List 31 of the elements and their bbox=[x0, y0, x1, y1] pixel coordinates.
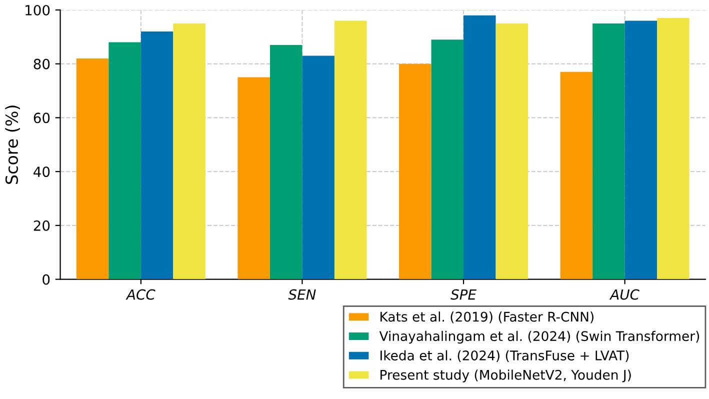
y-axis-title: Score (%) bbox=[5, 106, 20, 184]
legend-label: Ikeda et al. (2024) (TransFuse + LVAT) bbox=[380, 350, 629, 362]
x-tick-label: SPE bbox=[450, 289, 476, 300]
bar bbox=[496, 23, 528, 280]
bar bbox=[140, 32, 174, 280]
bar bbox=[431, 40, 464, 280]
bar bbox=[238, 77, 270, 280]
x-tick-label: SEN bbox=[288, 289, 316, 300]
bar bbox=[334, 20, 367, 280]
legend-label: Present study (MobileNetV2, Youden J) bbox=[380, 370, 631, 382]
bar bbox=[657, 18, 690, 280]
y-tick-label: 100 bbox=[26, 4, 50, 16]
x-tick-label: ACC bbox=[126, 289, 156, 300]
legend-label: Kats et al. (2019) (Faster R-CNN) bbox=[380, 312, 594, 324]
bar bbox=[464, 15, 496, 280]
bar bbox=[108, 42, 141, 280]
bar bbox=[76, 58, 109, 280]
bar bbox=[592, 23, 625, 280]
x-tick-label: AUC bbox=[609, 289, 640, 300]
y-tick-label: 20 bbox=[34, 220, 50, 231]
y-tick-label: 40 bbox=[34, 166, 50, 178]
bar bbox=[270, 44, 302, 280]
bar bbox=[560, 72, 593, 280]
y-tick-label: 0 bbox=[42, 274, 50, 285]
y-tick-label: 80 bbox=[34, 58, 50, 70]
bar bbox=[302, 56, 334, 280]
y-tick-label: 60 bbox=[34, 112, 50, 124]
bar bbox=[624, 20, 658, 280]
legend-label: Vinayahalingam et al. (2024) (Swin Transformer) bbox=[379, 330, 700, 344]
bar bbox=[398, 64, 432, 280]
bar bbox=[173, 23, 206, 280]
